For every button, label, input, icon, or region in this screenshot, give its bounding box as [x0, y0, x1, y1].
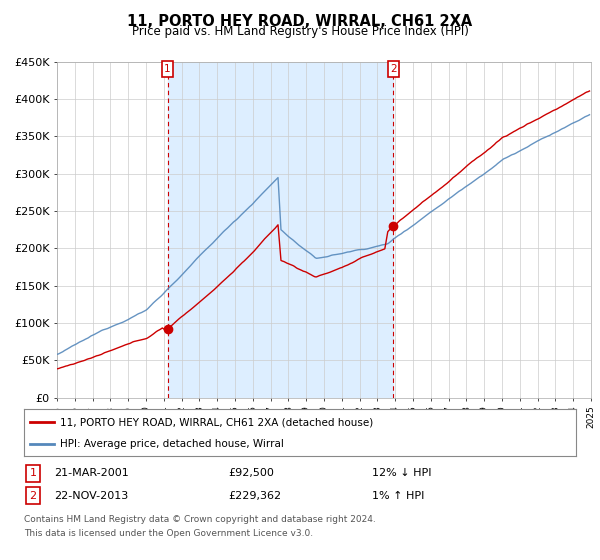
Text: Price paid vs. HM Land Registry's House Price Index (HPI): Price paid vs. HM Land Registry's House …: [131, 25, 469, 38]
Text: 11, PORTO HEY ROAD, WIRRAL, CH61 2XA: 11, PORTO HEY ROAD, WIRRAL, CH61 2XA: [127, 14, 473, 29]
Text: 22-NOV-2013: 22-NOV-2013: [54, 491, 128, 501]
Text: 2: 2: [29, 491, 37, 501]
Text: Contains HM Land Registry data © Crown copyright and database right 2024.: Contains HM Land Registry data © Crown c…: [24, 515, 376, 524]
Text: £92,500: £92,500: [228, 468, 274, 478]
Text: 1% ↑ HPI: 1% ↑ HPI: [372, 491, 424, 501]
Text: This data is licensed under the Open Government Licence v3.0.: This data is licensed under the Open Gov…: [24, 529, 313, 538]
Bar: [167, 62, 394, 398]
Text: £229,362: £229,362: [228, 491, 281, 501]
Text: 11, PORTO HEY ROAD, WIRRAL, CH61 2XA (detached house): 11, PORTO HEY ROAD, WIRRAL, CH61 2XA (de…: [60, 417, 373, 427]
Text: 21-MAR-2001: 21-MAR-2001: [54, 468, 129, 478]
Text: 1: 1: [164, 64, 171, 74]
Text: 2: 2: [390, 64, 397, 74]
Text: HPI: Average price, detached house, Wirral: HPI: Average price, detached house, Wirr…: [60, 438, 284, 449]
Text: 12% ↓ HPI: 12% ↓ HPI: [372, 468, 431, 478]
Text: 1: 1: [29, 468, 37, 478]
